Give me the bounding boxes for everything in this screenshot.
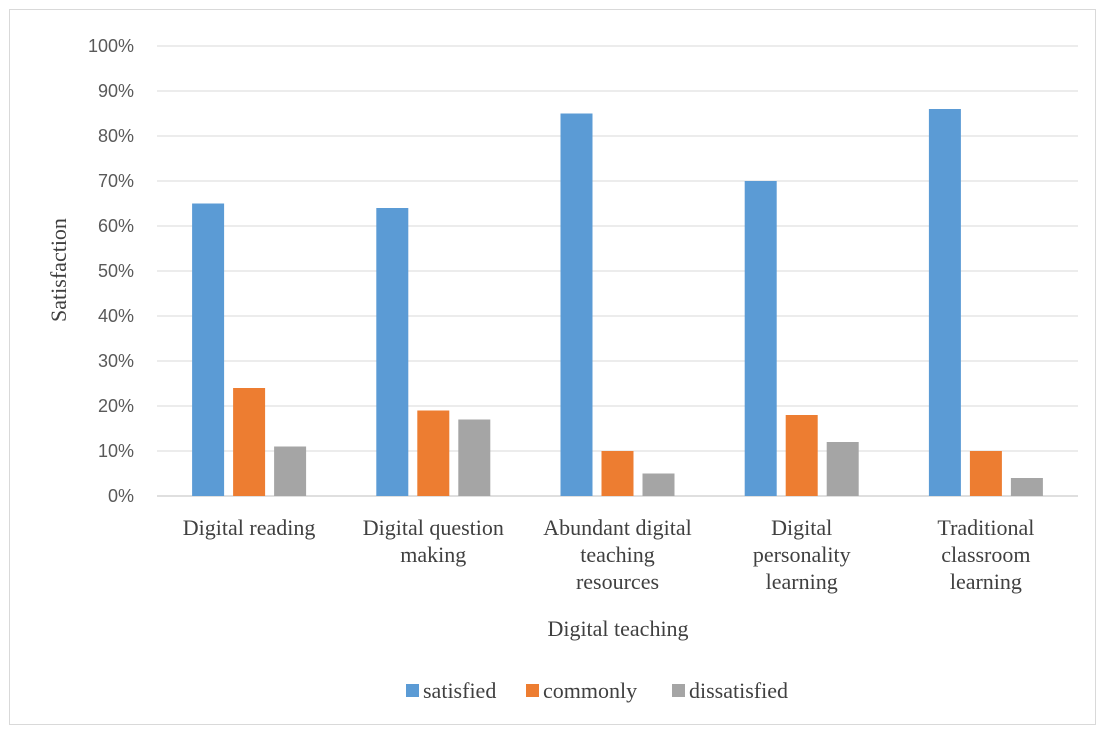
x-axis-ticks: Digital reading Digital question making Abu…: [183, 515, 1035, 594]
bar-dissatisfied: [274, 446, 307, 496]
bar-dissatisfied: [642, 473, 675, 496]
y-tick-label: 50%: [98, 261, 134, 281]
bar-satisfied: [928, 109, 961, 496]
legend-label-satisfied: satisfied: [423, 678, 496, 703]
legend-swatch-commonly: [526, 684, 539, 697]
legend-label-dissatisfied: dissatisfied: [689, 678, 788, 703]
bar-satisfied: [744, 181, 777, 496]
gridlines: [157, 45, 1078, 497]
bar-commonly: [785, 415, 818, 496]
legend: satisfied commonly dissatisfied: [406, 678, 788, 703]
x-tick-label: Traditional classroom learning: [937, 515, 1034, 594]
y-axis-title: Satisfaction: [46, 218, 71, 322]
x-tick-label: Digital reading: [183, 515, 316, 540]
chart-frame: [9, 9, 1096, 725]
bar-commonly: [969, 451, 1002, 496]
legend-swatch-satisfied: [406, 684, 419, 697]
x-tick-label: Digital personality learning: [753, 515, 851, 594]
bar-commonly: [233, 388, 266, 496]
x-axis-title: Digital teaching: [547, 616, 688, 641]
y-tick-label: 20%: [98, 396, 134, 416]
bar-satisfied: [560, 113, 593, 496]
bar-dissatisfied: [1010, 478, 1043, 496]
x-tick-label: Digital question making: [363, 515, 504, 567]
bar-commonly: [417, 410, 450, 496]
y-tick-label: 0%: [108, 486, 134, 506]
bar-satisfied: [192, 203, 225, 496]
y-tick-label: 70%: [98, 171, 134, 191]
bar-dissatisfied: [826, 442, 859, 496]
legend-swatch-dissatisfied: [672, 684, 685, 697]
y-tick-label: 60%: [98, 216, 134, 236]
bars: [192, 109, 1043, 496]
y-tick-label: 90%: [98, 81, 134, 101]
y-tick-label: 10%: [98, 441, 134, 461]
y-tick-label: 80%: [98, 126, 134, 146]
x-tick-label: Abundant digital teaching resources: [543, 515, 691, 594]
y-tick-label: 40%: [98, 306, 134, 326]
bar-dissatisfied: [458, 419, 491, 496]
y-axis-ticks: 0% 10% 20% 30% 40% 50% 60% 70% 80% 90% 100%: [88, 36, 134, 506]
bar-commonly: [601, 451, 634, 496]
legend-label-commonly: commonly: [543, 678, 637, 703]
y-tick-label: 100%: [88, 36, 134, 56]
bar-satisfied: [376, 208, 409, 496]
y-tick-label: 30%: [98, 351, 134, 371]
